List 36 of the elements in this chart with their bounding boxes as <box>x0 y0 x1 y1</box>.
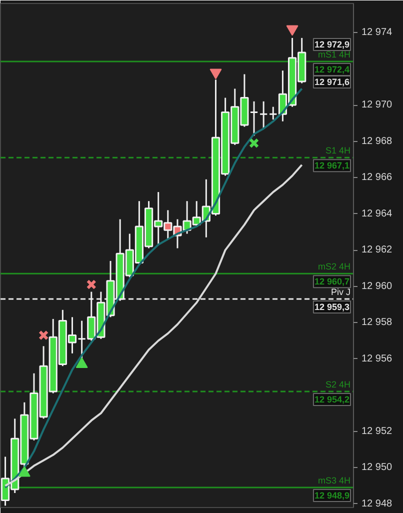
y-tick-label: 12 950 <box>362 462 393 474</box>
text: 12 972,9 <box>314 39 350 50</box>
candlestick <box>259 100 268 130</box>
point <box>76 357 88 368</box>
candlestick <box>250 100 258 137</box>
y-tick-label: 12 968 <box>362 136 393 147</box>
candlestick <box>268 106 278 120</box>
ref-line-label: mS3 4H <box>318 476 351 486</box>
text: 12 967,1 <box>314 160 350 171</box>
text: 12 948,9 <box>314 490 350 501</box>
point <box>286 25 298 36</box>
ref-line-label: S1 4H <box>325 146 350 156</box>
y-tick-label: 12 966 <box>362 172 393 184</box>
y-tick-label: 12 962 <box>362 244 393 256</box>
text: 12 954,2 <box>314 394 350 404</box>
ref-line-label: mS2 4H <box>318 262 351 272</box>
point <box>248 138 260 148</box>
text: 12 959,3 <box>314 302 350 312</box>
point <box>86 279 96 290</box>
point <box>18 466 30 477</box>
ref-line-label: Piv J <box>330 287 351 298</box>
y-tick-label: 12 948 <box>362 498 393 510</box>
text: 12 971,6 <box>314 77 350 88</box>
y-tick-label: 12 958 <box>362 317 393 328</box>
y-tick-label: 12 952 <box>362 426 393 437</box>
y-tick-label: 12 956 <box>362 353 393 364</box>
point <box>210 68 222 80</box>
y-tick-label: 12 964 <box>362 208 393 220</box>
text: 12 960,7 <box>314 276 350 287</box>
y-tick-label: 12 970 <box>362 100 393 111</box>
ref-line-label: mS1 4H <box>318 50 351 60</box>
y-tick-label: 12 974 <box>362 27 393 38</box>
ref-line-label: S2 4H <box>325 379 350 390</box>
y-tick-label: 12 960 <box>362 280 393 292</box>
text: 12 972,4 <box>314 64 350 75</box>
point <box>38 330 49 340</box>
